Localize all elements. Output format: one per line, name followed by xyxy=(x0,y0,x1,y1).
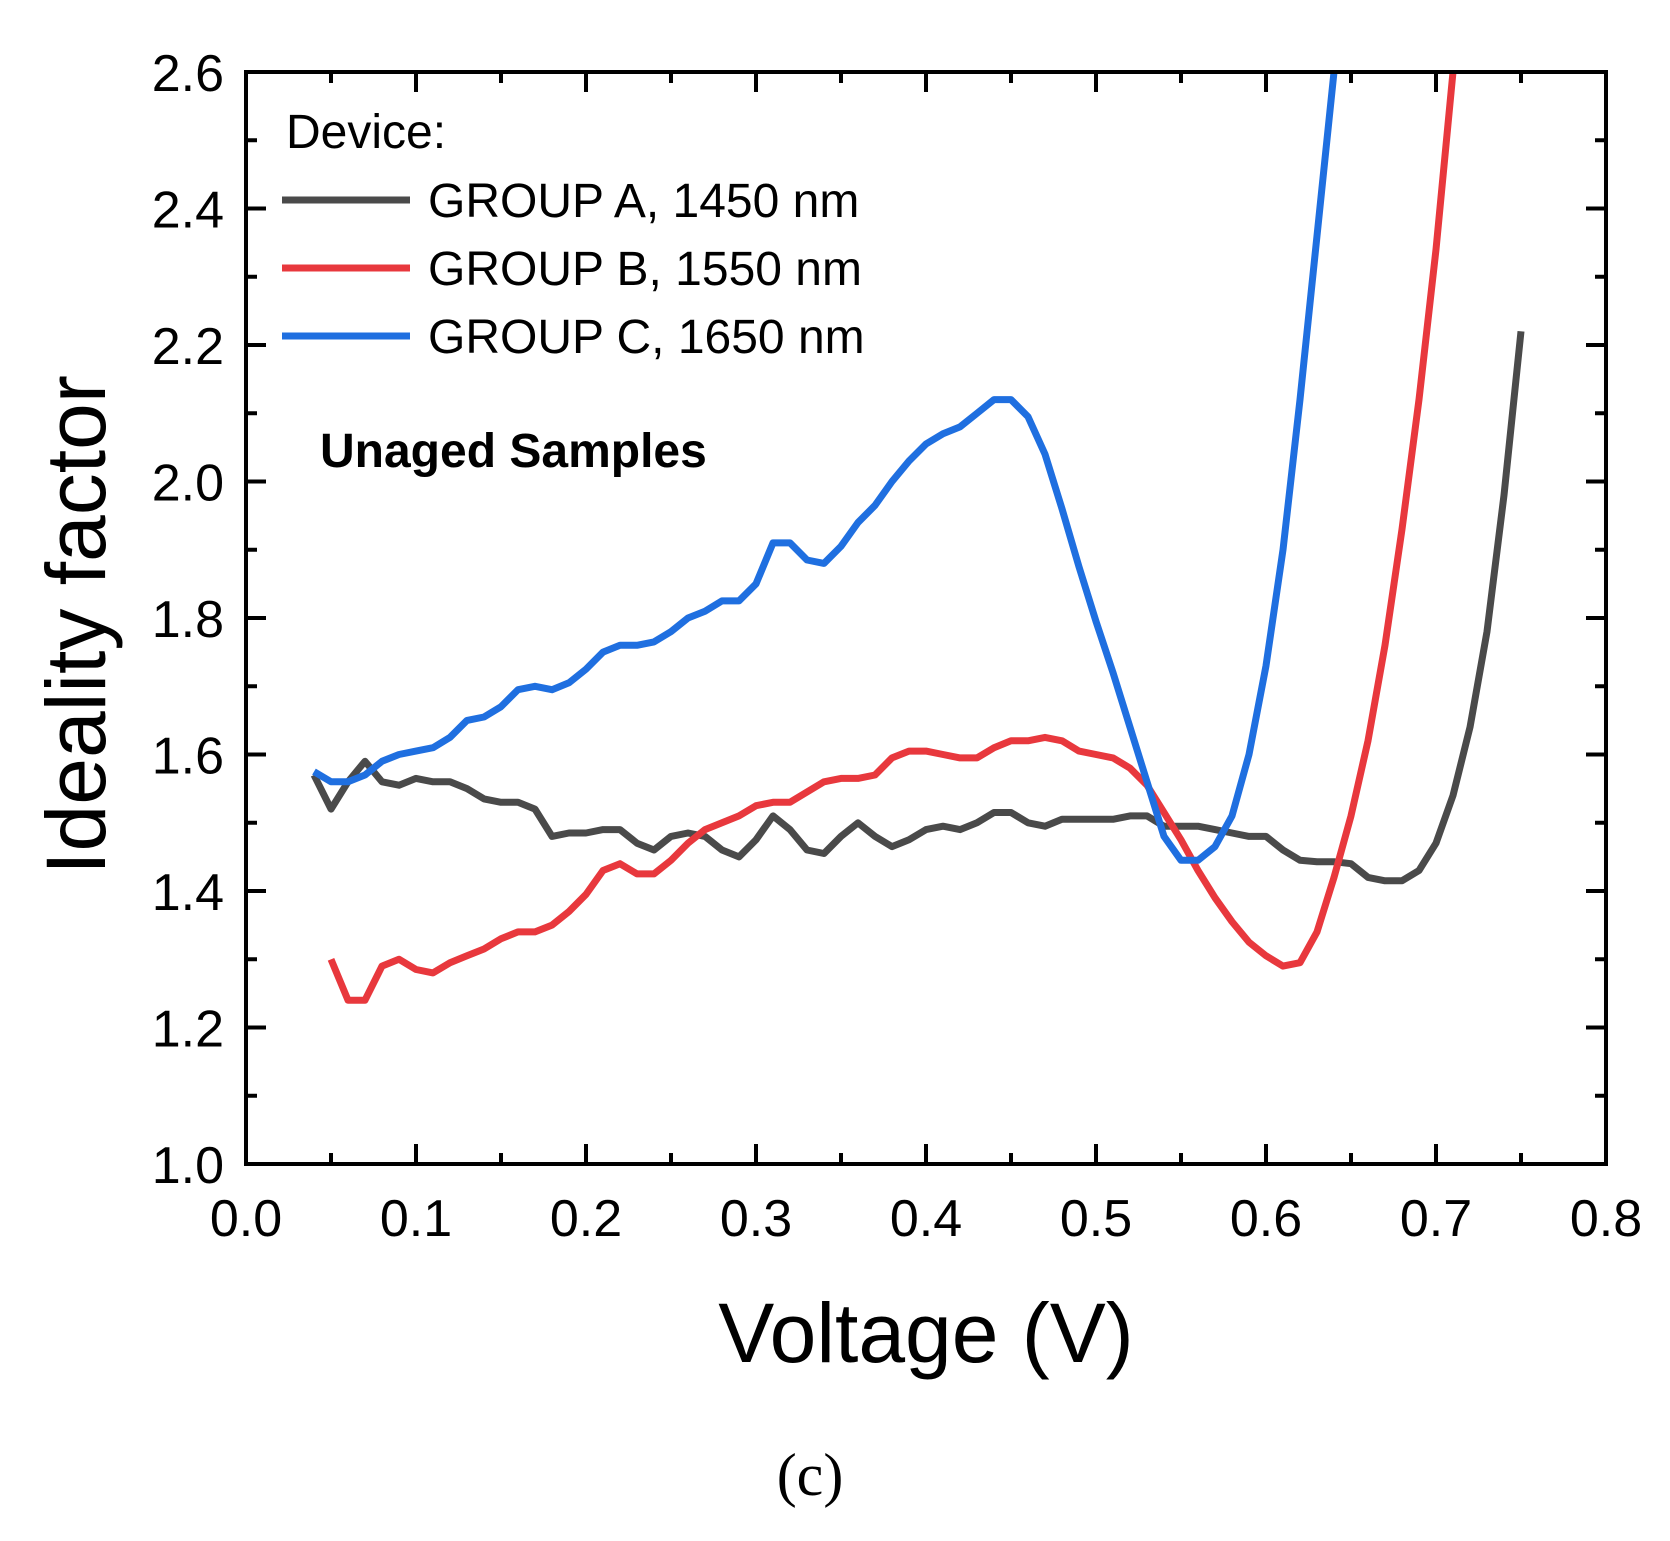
y-tick-label: 1.2 xyxy=(152,1001,224,1059)
series-line-3 xyxy=(312,72,1338,864)
y-axis: 1.0 1.2 1.4 1.6 1.8 2.0 2.2 2.4 2.6 xyxy=(152,45,1606,1195)
x-tick-label: 0.5 xyxy=(1060,1190,1132,1248)
y-tick-label: 2.4 xyxy=(152,182,224,240)
x-tick-label: 0.6 xyxy=(1230,1190,1302,1248)
legend-title: Device: xyxy=(286,106,446,159)
x-tick-label: 0.8 xyxy=(1570,1190,1642,1248)
y-tick-label: 1.6 xyxy=(152,728,224,786)
series-line-2 xyxy=(327,72,1457,1004)
annotation-label: Unaged Samples xyxy=(320,425,707,478)
legend: Device: GROUP A, 1450 nm GROUP B, 1550 nm… xyxy=(282,106,865,364)
x-tick-label: 0.3 xyxy=(720,1190,792,1248)
panel-label: (c) xyxy=(777,1442,844,1508)
x-axis-title: Voltage (V) xyxy=(718,1286,1134,1380)
x-tick-label: 0.4 xyxy=(890,1190,962,1248)
y-tick-label: 2.6 xyxy=(152,45,224,103)
y-tick-label: 1.8 xyxy=(152,591,224,649)
series-line-1 xyxy=(310,330,1525,885)
legend-entries: GROUP A, 1450 nm GROUP B, 1550 nm GROUP C,… xyxy=(282,175,865,364)
x-tick-label: 0.2 xyxy=(550,1190,622,1248)
x-tick-label: 0.1 xyxy=(380,1190,452,1248)
y-tick-label: 2.2 xyxy=(152,318,224,376)
series-layer xyxy=(310,72,1525,1004)
legend-label-1: GROUP A, 1450 nm xyxy=(428,175,859,228)
y-tick-label: 1.4 xyxy=(152,864,224,922)
legend-label-2: GROUP B, 1550 nm xyxy=(428,243,862,296)
legend-label-3: GROUP C, 1650 nm xyxy=(428,311,865,364)
y-axis-title: Ideality factor xyxy=(29,375,123,875)
x-axis: 0.0 0.1 0.2 0.3 0.4 0.5 0.6 0.7 0.8 xyxy=(210,72,1642,1248)
x-tick-label: 0.0 xyxy=(210,1190,282,1248)
y-tick-label: 1.0 xyxy=(152,1137,224,1195)
y-tick-label: 2.0 xyxy=(152,455,224,513)
x-tick-label: 0.7 xyxy=(1400,1190,1472,1248)
